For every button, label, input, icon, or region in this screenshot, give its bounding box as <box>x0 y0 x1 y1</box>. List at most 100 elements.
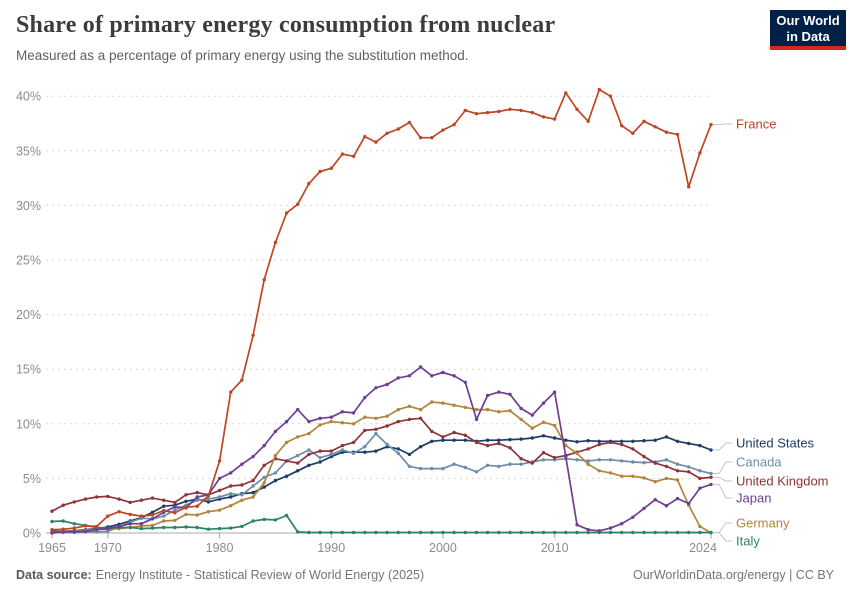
data-point <box>675 530 680 535</box>
legend-label-germany[interactable]: Germany <box>736 516 790 531</box>
data-point <box>653 125 657 129</box>
data-point <box>296 407 300 412</box>
legend-connector <box>712 442 732 451</box>
data-point <box>508 462 512 466</box>
data-point <box>441 466 445 471</box>
data-point <box>597 439 601 443</box>
series-france[interactable] <box>50 87 713 532</box>
y-tick-label: 35% <box>16 144 41 158</box>
legend-label-united-kingdom[interactable]: United Kingdom <box>736 474 829 489</box>
data-point <box>184 499 188 503</box>
series-line-germany[interactable] <box>51 401 712 534</box>
data-point <box>441 435 445 439</box>
data-point <box>61 503 65 507</box>
legend-label-japan[interactable]: Japan <box>736 491 771 506</box>
data-point <box>340 421 345 425</box>
data-point <box>240 378 244 382</box>
data-point <box>552 456 557 460</box>
series-line-japan[interactable] <box>51 366 712 534</box>
series-line-canada[interactable] <box>52 432 712 534</box>
series-line-italy[interactable] <box>51 514 711 534</box>
data-point <box>351 411 356 415</box>
data-point <box>541 420 546 424</box>
data-point <box>698 524 702 529</box>
series-italy[interactable] <box>50 513 713 535</box>
data-point <box>620 459 624 463</box>
data-point <box>597 442 601 447</box>
data-point <box>173 505 177 509</box>
data-point <box>318 423 322 427</box>
data-point <box>530 530 534 535</box>
data-point <box>396 419 400 424</box>
data-point <box>675 462 680 466</box>
data-point <box>206 527 211 531</box>
series-germany[interactable] <box>50 400 713 535</box>
data-point <box>385 131 389 135</box>
data-point <box>251 454 255 459</box>
data-point <box>206 510 211 514</box>
legend-label-italy[interactable]: Italy <box>736 534 760 549</box>
legend-label-canada[interactable]: Canada <box>736 455 782 470</box>
series-united-kingdom[interactable] <box>50 416 713 513</box>
x-tick-label: 2010 <box>541 541 569 555</box>
data-point <box>575 107 579 112</box>
data-point <box>139 498 144 502</box>
data-point <box>508 392 512 396</box>
data-point <box>552 436 557 440</box>
data-point <box>508 437 512 442</box>
data-point <box>418 136 423 140</box>
data-point <box>83 524 88 528</box>
data-point <box>162 514 166 518</box>
data-point <box>262 443 266 448</box>
legend-label-united-states[interactable]: United States <box>736 436 815 451</box>
data-point <box>541 115 546 119</box>
data-point <box>519 417 523 422</box>
data-point <box>251 519 255 523</box>
data-point <box>262 481 266 485</box>
data-point <box>452 530 456 535</box>
data-point <box>251 495 255 499</box>
data-point <box>206 500 211 504</box>
data-point <box>83 529 88 534</box>
data-point <box>385 442 389 447</box>
series-japan[interactable] <box>50 365 713 535</box>
data-point <box>396 407 400 412</box>
data-point <box>217 495 222 499</box>
data-point <box>530 413 534 417</box>
data-point <box>430 439 434 443</box>
series-line-united-kingdom[interactable] <box>51 417 712 512</box>
data-point <box>653 438 657 442</box>
data-point <box>698 443 702 448</box>
data-point <box>184 512 188 517</box>
data-point <box>642 506 646 511</box>
data-point <box>195 504 199 508</box>
data-point <box>463 438 467 442</box>
x-tick-label: 2000 <box>429 541 457 555</box>
owid-credit-link[interactable]: OurWorldinData.org/energy | CC BY <box>632 568 834 582</box>
data-point <box>296 435 300 439</box>
data-point <box>519 108 523 113</box>
owid-logo[interactable]: Our World in Data <box>770 10 846 50</box>
data-point <box>340 448 345 452</box>
data-point <box>407 120 412 125</box>
datasource-text: Energy Institute - Statistical Review of… <box>95 568 425 582</box>
data-point <box>318 169 322 174</box>
data-point <box>229 526 233 530</box>
data-point <box>173 518 177 523</box>
chart-subtitle: Measured as a percentage of primary ener… <box>16 48 469 63</box>
data-point <box>642 119 646 124</box>
data-point <box>229 471 233 475</box>
series-line-france[interactable] <box>51 88 712 531</box>
data-point <box>541 458 546 462</box>
series-line-united-states[interactable] <box>52 434 712 533</box>
data-point <box>586 528 590 532</box>
data-point <box>709 475 713 479</box>
data-point <box>530 461 534 465</box>
datasource: Data source: Energy Institute - Statistic… <box>16 568 424 582</box>
series-canada[interactable] <box>50 431 713 535</box>
data-point <box>463 405 467 410</box>
data-point <box>709 530 713 535</box>
legend-label-france[interactable]: France <box>736 117 776 132</box>
data-point <box>687 470 691 474</box>
